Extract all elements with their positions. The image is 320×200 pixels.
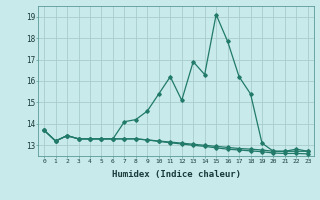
X-axis label: Humidex (Indice chaleur): Humidex (Indice chaleur) [111, 170, 241, 179]
